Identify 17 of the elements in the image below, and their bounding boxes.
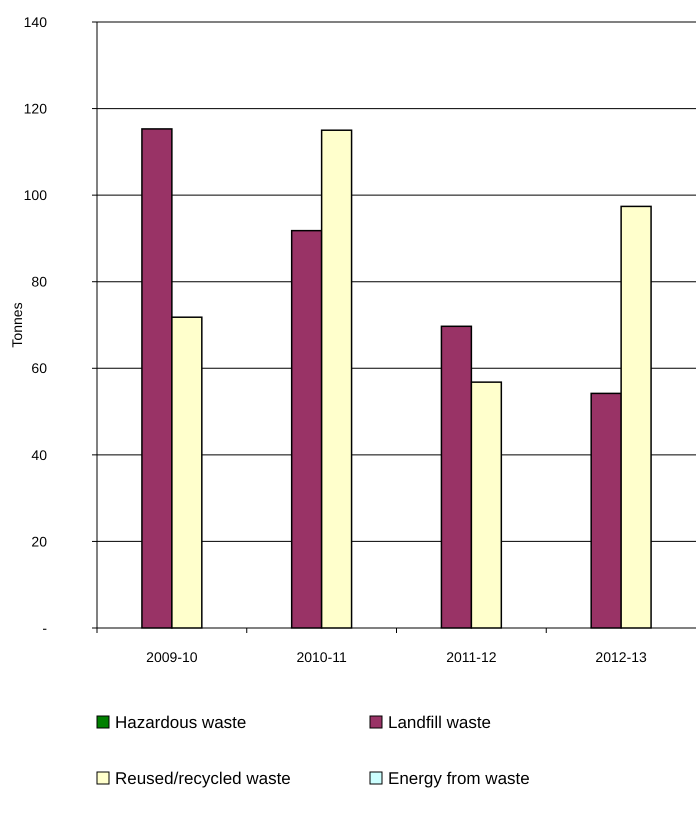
y-tick-label: 60 <box>31 360 48 376</box>
y-tick-label: 20 <box>31 533 48 550</box>
y-tick-label: 140 <box>24 14 48 30</box>
y-axis-title: Tonnes <box>9 302 25 348</box>
y-tick-label: - <box>42 620 48 636</box>
legend-label: Landfill waste <box>388 712 492 732</box>
x-tick-label: 2011-12 <box>446 649 497 665</box>
y-tick-label: 40 <box>31 446 48 463</box>
y-tick-label: 80 <box>31 274 48 290</box>
legend-label: Energy from waste <box>388 768 530 788</box>
legend-label: Reused/recycled waste <box>115 768 291 788</box>
y-tick-label: 120 <box>24 100 48 116</box>
y-tick-label: 100 <box>24 187 48 204</box>
x-tick-label: 2010-11 <box>296 649 348 665</box>
x-tick-label: 2009-10 <box>146 649 198 665</box>
legend-label: Hazardous waste <box>115 712 246 732</box>
x-tick-label: 2012-13 <box>595 649 648 665</box>
